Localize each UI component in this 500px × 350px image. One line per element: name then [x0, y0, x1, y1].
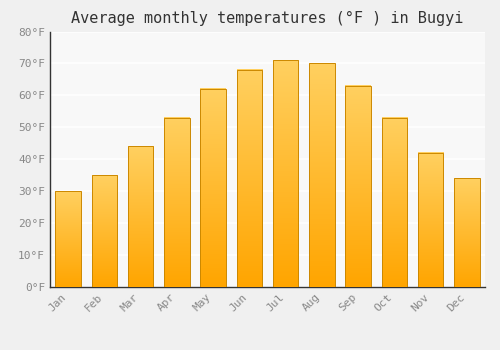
Bar — [164, 118, 190, 287]
Bar — [128, 146, 154, 287]
Bar — [200, 89, 226, 287]
Bar — [346, 86, 371, 287]
Bar — [273, 60, 298, 287]
Bar — [236, 70, 262, 287]
Bar — [454, 178, 479, 287]
Bar — [92, 175, 117, 287]
Bar — [382, 118, 407, 287]
Title: Average monthly temperatures (°F ) in Bugyi: Average monthly temperatures (°F ) in Bu… — [72, 11, 464, 26]
Bar — [309, 63, 334, 287]
Bar — [56, 191, 81, 287]
Bar — [418, 153, 444, 287]
